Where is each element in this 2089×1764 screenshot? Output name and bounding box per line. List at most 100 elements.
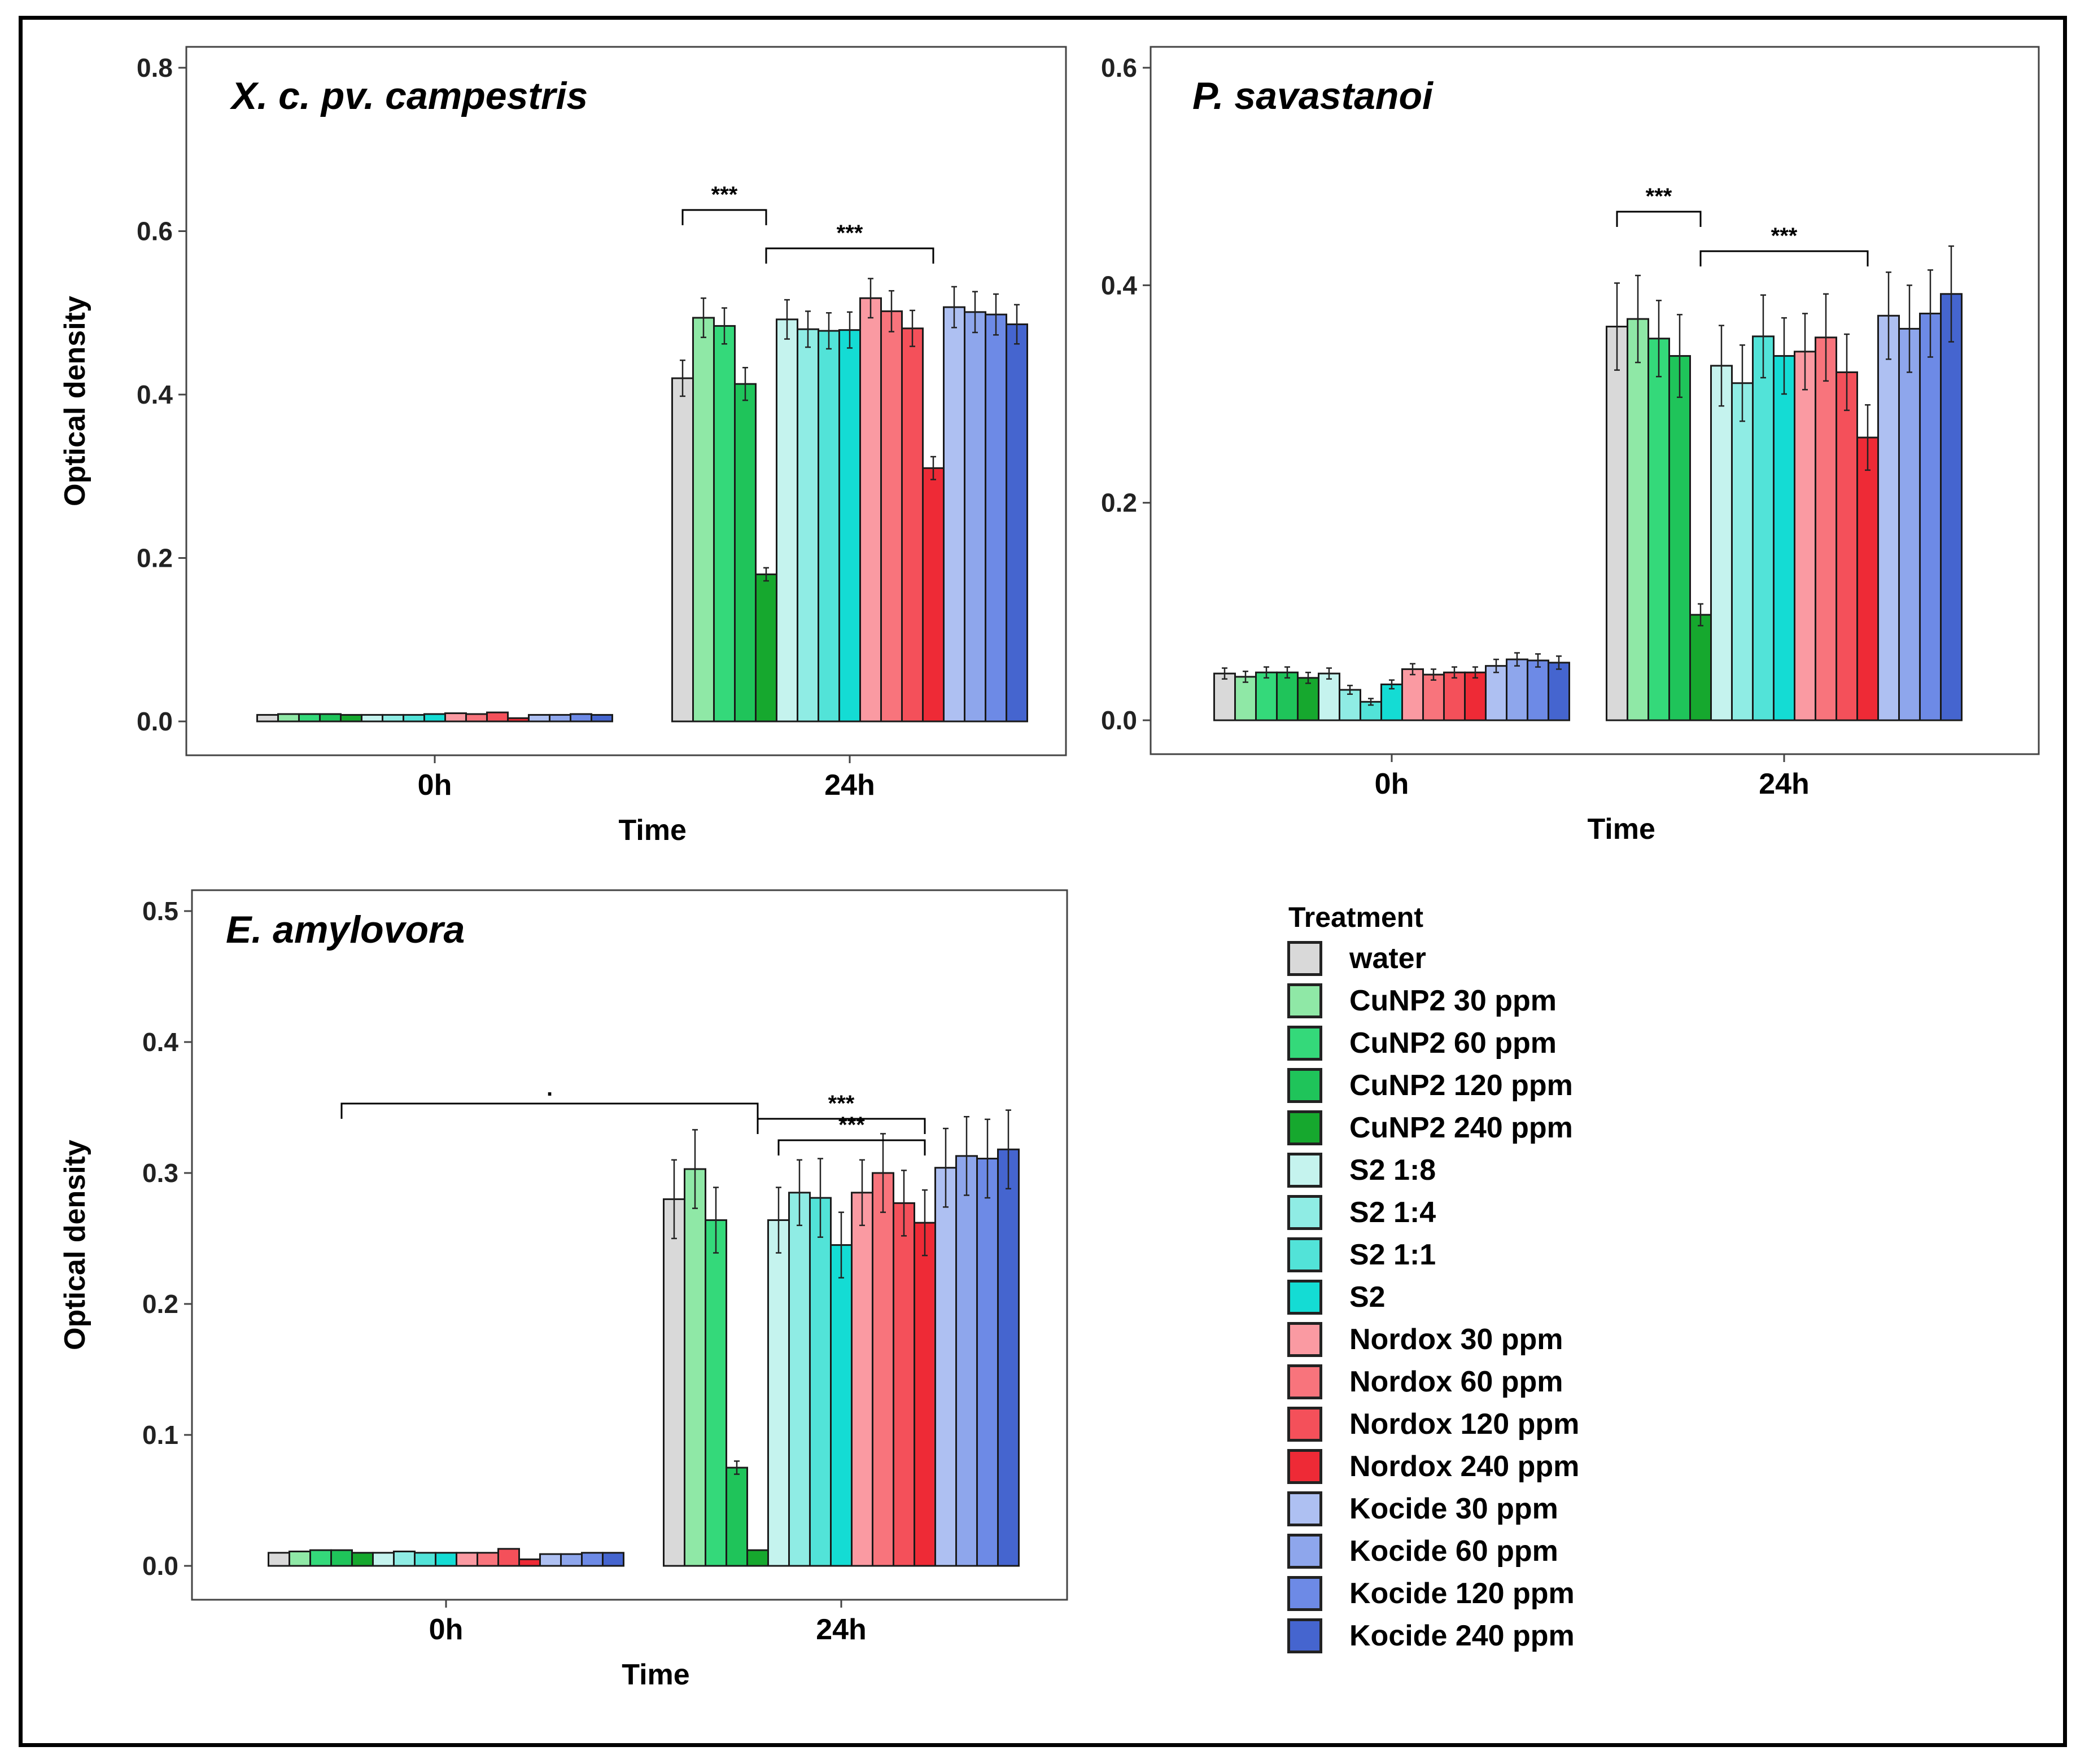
- significance-bracket: [1616, 211, 1702, 227]
- y-tick-label: 0.1: [142, 1420, 178, 1450]
- bar: [549, 714, 571, 723]
- bar: [1835, 371, 1858, 721]
- y-tick-label: 0.0: [137, 707, 173, 736]
- significance-bracket: [757, 1118, 926, 1134]
- legend-label: CuNP2 30 ppm: [1349, 984, 1557, 1017]
- bar: [435, 1552, 457, 1567]
- bar: [985, 313, 1007, 723]
- bar: [1006, 323, 1028, 723]
- bar: [997, 1148, 1020, 1567]
- bar: [1380, 683, 1403, 721]
- panel-title: X. c. pv. campestris: [229, 75, 588, 117]
- legend-label: Kocide 240 ppm: [1349, 1619, 1575, 1652]
- bar: [1815, 336, 1837, 721]
- bar: [277, 713, 300, 723]
- legend-swatch: [1287, 1025, 1322, 1061]
- bar: [692, 317, 715, 723]
- bar: [591, 714, 613, 723]
- bar: [1731, 382, 1754, 721]
- bar: [1527, 659, 1549, 721]
- bar: [507, 717, 530, 723]
- x-tick-label: 24h: [1759, 768, 1810, 800]
- y-tick-label: 0.6: [137, 217, 173, 246]
- legend-label: S2 1:1: [1349, 1238, 1436, 1271]
- legend-swatch: [1287, 1533, 1322, 1569]
- y-tick-label: 0.0: [1101, 706, 1137, 735]
- legend-item: Nordox 120 ppm: [1287, 1403, 1908, 1445]
- bar: [818, 330, 840, 723]
- bar: [486, 711, 509, 723]
- legend-swatch: [1287, 1364, 1322, 1399]
- legend-item: CuNP2 240 ppm: [1287, 1106, 1908, 1149]
- legend-swatch: [1287, 1618, 1322, 1653]
- legend: Treatment water CuNP2 30 ppm CuNP2 60 ppm C…: [1287, 898, 1908, 1657]
- bar: [414, 1552, 436, 1567]
- bar: [340, 714, 362, 723]
- bar: [1318, 672, 1340, 721]
- bar: [382, 714, 404, 723]
- significance-label: ***: [711, 182, 738, 207]
- bar: [1464, 671, 1487, 721]
- significance-bracket: [340, 1102, 759, 1119]
- y-tick-label: 0.0: [142, 1551, 178, 1581]
- legend-item: S2: [1287, 1276, 1908, 1318]
- bar: [1234, 676, 1257, 721]
- legend-swatch: [1287, 1237, 1322, 1272]
- y-tick-label: 0.5: [142, 896, 178, 926]
- bar: [1647, 338, 1670, 721]
- legend-item: Kocide 60 ppm: [1287, 1530, 1908, 1572]
- bar: [934, 1167, 957, 1567]
- y-tick-label: 0.3: [142, 1158, 178, 1188]
- x-tick-label: 24h: [824, 769, 875, 802]
- bar: [393, 1550, 416, 1567]
- bar: [1898, 327, 1921, 721]
- bar: [465, 713, 488, 723]
- significance-label: ***: [838, 1113, 865, 1137]
- bar: [298, 713, 321, 723]
- legend-swatch: [1287, 1152, 1322, 1188]
- chart-panel: 0.0 0.2 0.4 0.6 0h 24h Time P. savastanoi *** ***: [1101, 46, 2040, 846]
- x-axis-label: Time: [1587, 813, 1655, 846]
- legend-label: CuNP2 120 ppm: [1349, 1069, 1573, 1102]
- significance-label: ***: [828, 1091, 855, 1116]
- legend-swatch: [1287, 1067, 1322, 1103]
- legend-label: S2 1:4: [1349, 1196, 1436, 1229]
- bar: [872, 1172, 894, 1567]
- legend-swatch: [1287, 1406, 1322, 1442]
- bar: [914, 1222, 936, 1567]
- bar: [797, 328, 819, 723]
- bar: [581, 1552, 604, 1567]
- legend-items: water CuNP2 30 ppm CuNP2 60 ppm CuNP2 120 p…: [1287, 937, 1908, 1657]
- legend-swatch: [1287, 1448, 1322, 1484]
- legend-swatch: [1287, 1279, 1322, 1315]
- bar: [1276, 671, 1299, 721]
- panel-title: P. savastanoi: [1192, 75, 1434, 117]
- bar: [268, 1552, 290, 1567]
- bar: [497, 1548, 520, 1567]
- bar: [746, 1549, 769, 1567]
- legend-label: Nordox 240 ppm: [1349, 1450, 1580, 1483]
- bar: [256, 714, 279, 723]
- chart-panel: 0.0 0.2 0.4 0.6 0.8 0h 24h Time Optical density X…: [59, 46, 1067, 847]
- bar: [859, 297, 882, 723]
- bar: [309, 1549, 332, 1567]
- bar: [1689, 614, 1712, 721]
- bar: [809, 1197, 832, 1567]
- legend-item: Nordox 240 ppm: [1287, 1445, 1908, 1487]
- bar: [477, 1552, 499, 1567]
- bar: [1752, 335, 1775, 721]
- significance-label: ***: [837, 221, 863, 246]
- bar: [319, 713, 342, 723]
- bar: [456, 1552, 478, 1567]
- y-tick-label: 0.4: [137, 380, 173, 409]
- legend-swatch: [1287, 940, 1322, 976]
- bar: [1485, 665, 1507, 721]
- y-axis-label: Optical density: [59, 1140, 91, 1350]
- bar: [570, 713, 592, 723]
- legend-swatch: [1287, 1491, 1322, 1526]
- legend-label: CuNP2 240 ppm: [1349, 1111, 1573, 1144]
- bar: [1401, 668, 1424, 721]
- legend-swatch: [1287, 1194, 1322, 1230]
- legend-swatch: [1287, 1110, 1322, 1145]
- bar: [955, 1155, 978, 1567]
